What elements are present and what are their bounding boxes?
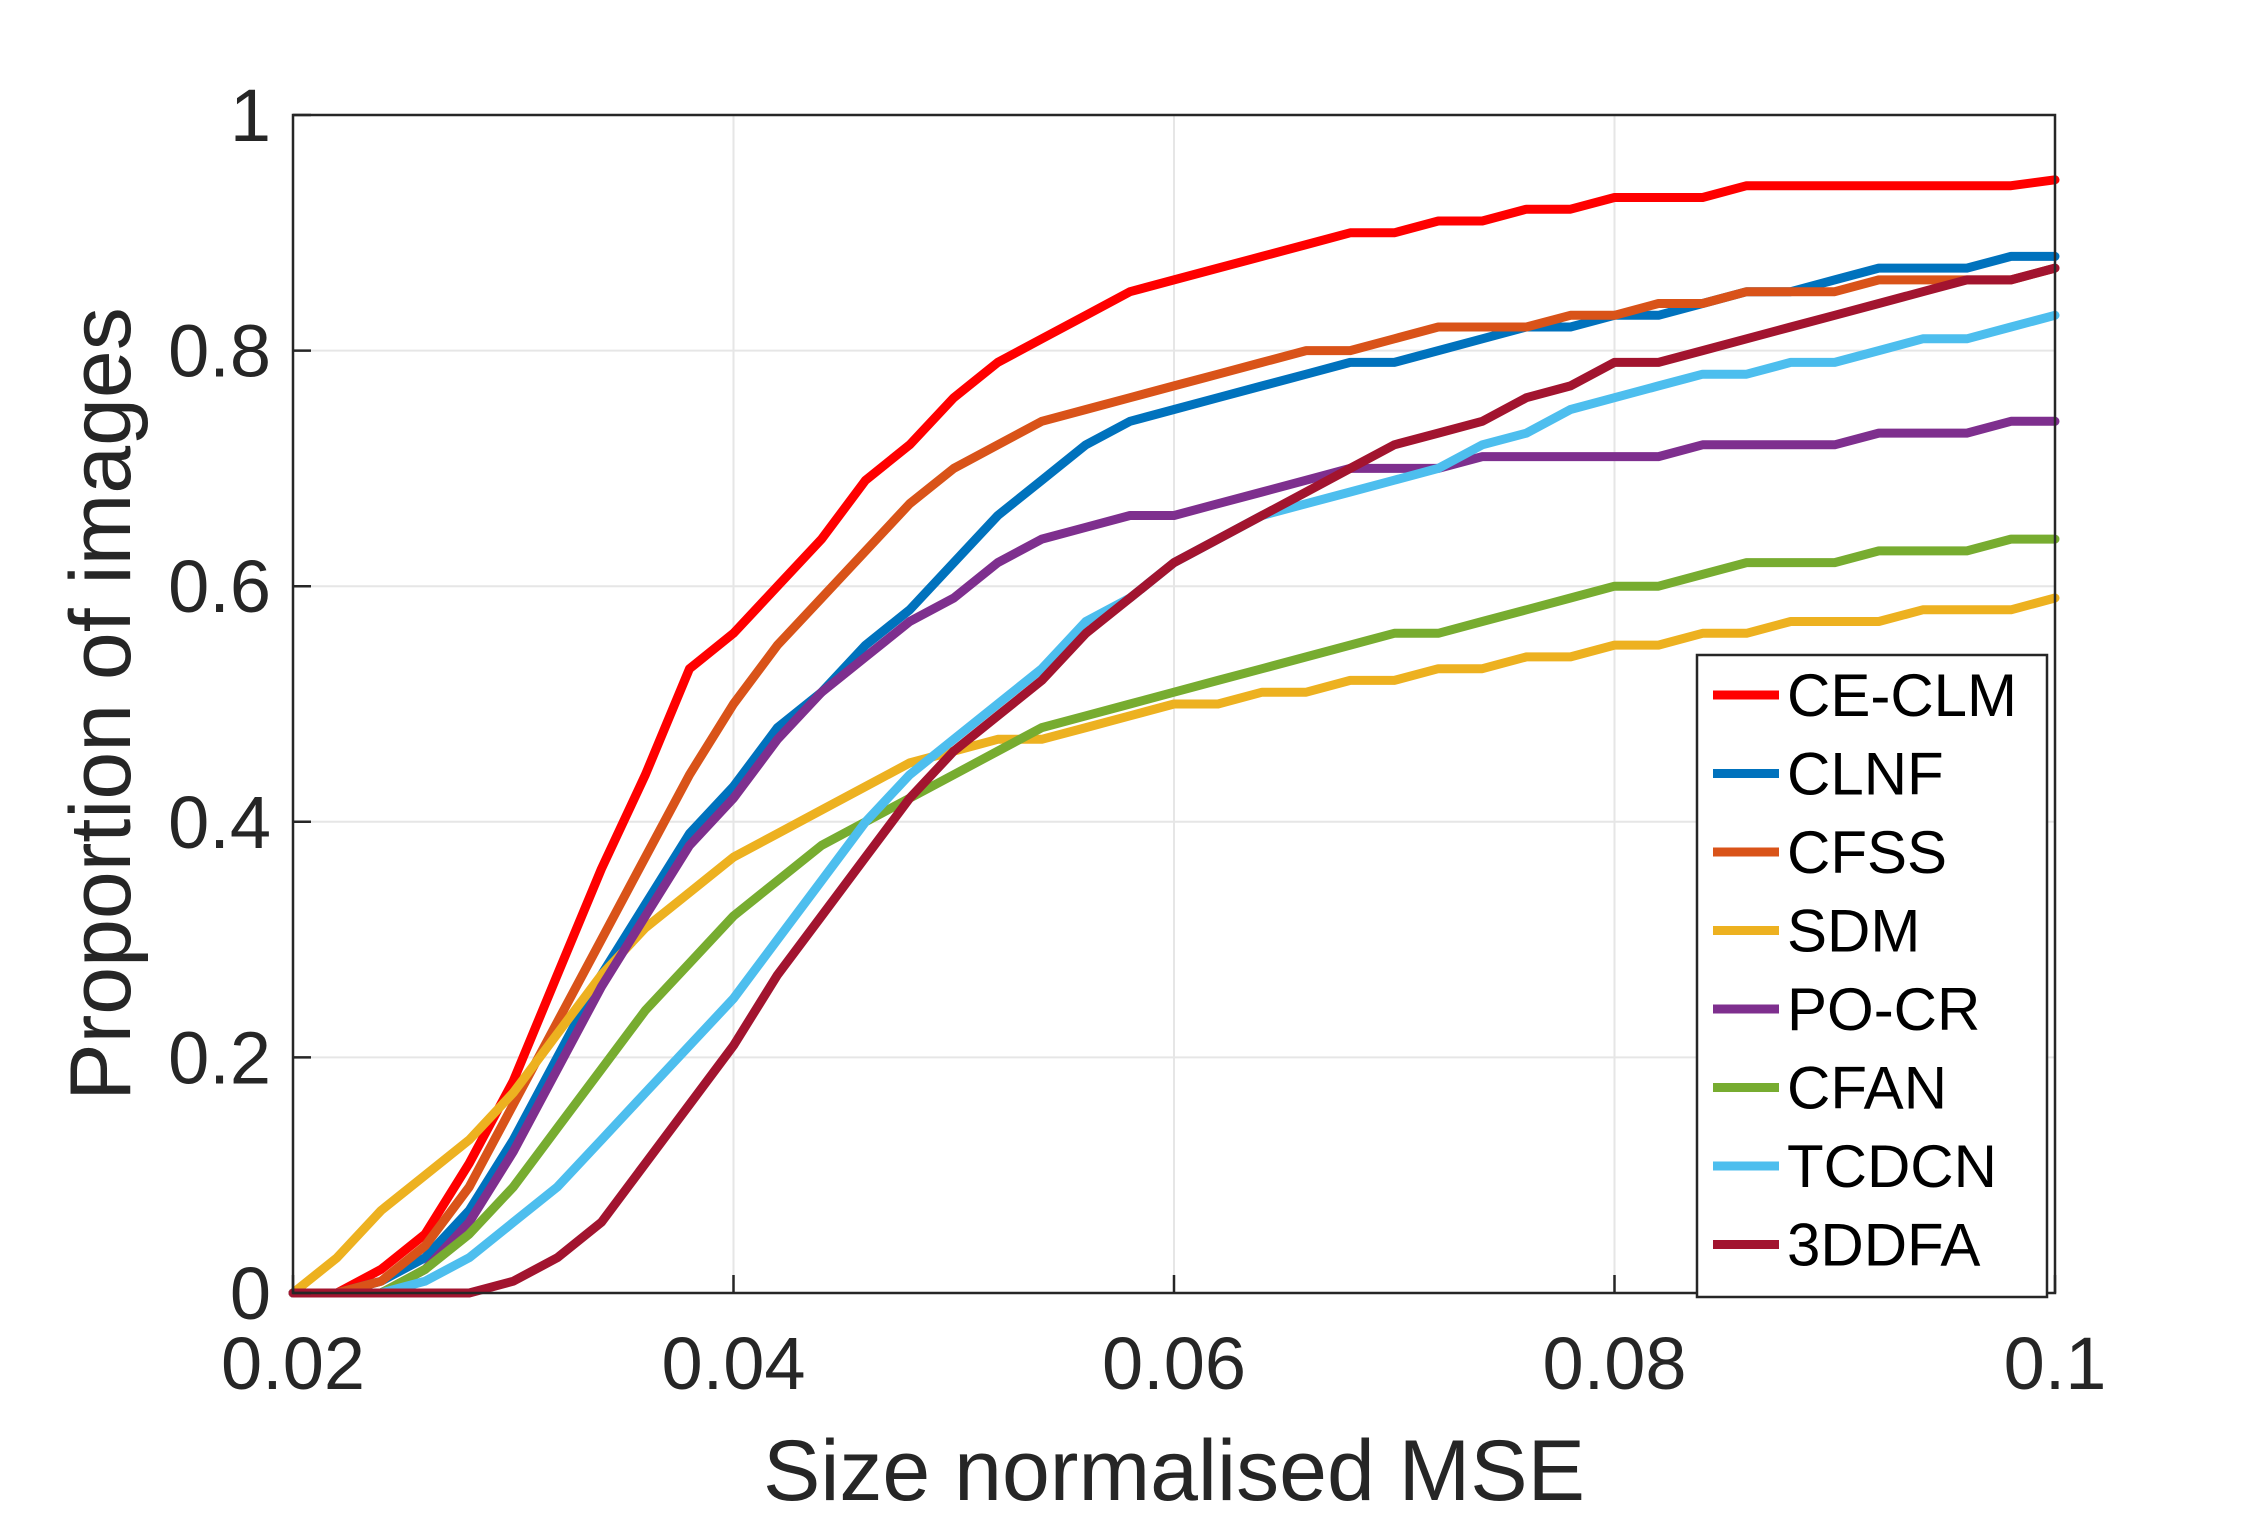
x-tick-label-4: 0.1 bbox=[2004, 1322, 2107, 1405]
axes bbox=[291, 113, 2057, 1295]
y-axis-label: Proportion of images bbox=[53, 307, 149, 1101]
legend-label-clnf: CLNF bbox=[1787, 741, 1944, 808]
y-tick-label-5: 1 bbox=[230, 74, 271, 157]
legend-label-po-cr: PO-CR bbox=[1787, 976, 1980, 1043]
legend-label-cfss: CFSS bbox=[1787, 819, 1947, 886]
x-tick-label-1: 0.04 bbox=[661, 1322, 805, 1405]
y-tick-label-1: 0.2 bbox=[168, 1016, 271, 1099]
series-line-cfss bbox=[288, 263, 2060, 1298]
series-line-ce-clm bbox=[288, 175, 2060, 1298]
tick-labels: 0.02 0.04 0.06 0.08 0.1 0 0.2 0.4 0.6 0.8 1 bbox=[168, 74, 2106, 1405]
legend-label-cfan: CFAN bbox=[1787, 1055, 1947, 1122]
legend-label-sdm: SDM bbox=[1787, 898, 1920, 965]
legend-label-3ddfa: 3DDFA bbox=[1787, 1212, 1980, 1279]
x-axis-label: Size normalised MSE bbox=[763, 1423, 1585, 1519]
legend-label-ce-clm: CE-CLM bbox=[1787, 662, 2017, 729]
legend-box bbox=[1695, 653, 2049, 1299]
legend: CE-CLM CLNF CFSS SDM PO-CR CFAN TCDCN 3DDFA bbox=[1695, 653, 2049, 1299]
series-line-3ddfa bbox=[288, 263, 2060, 1298]
plot-lines bbox=[288, 175, 2060, 1298]
x-tick-label-2: 0.06 bbox=[1102, 1322, 1246, 1405]
y-tick-label-4: 0.8 bbox=[168, 310, 271, 393]
series-line-cfan bbox=[288, 534, 2060, 1298]
series-line-po-cr bbox=[288, 416, 2060, 1298]
y-tick-label-0: 0 bbox=[230, 1252, 271, 1335]
x-tick-label-0: 0.02 bbox=[221, 1322, 365, 1405]
x-tick-label-3: 0.08 bbox=[1542, 1322, 1686, 1405]
y-tick-label-2: 0.4 bbox=[168, 781, 271, 864]
series-line-sdm bbox=[288, 593, 2060, 1298]
y-tick-label-3: 0.6 bbox=[168, 545, 271, 628]
legend-label-tcdcn: TCDCN bbox=[1787, 1133, 1997, 1200]
